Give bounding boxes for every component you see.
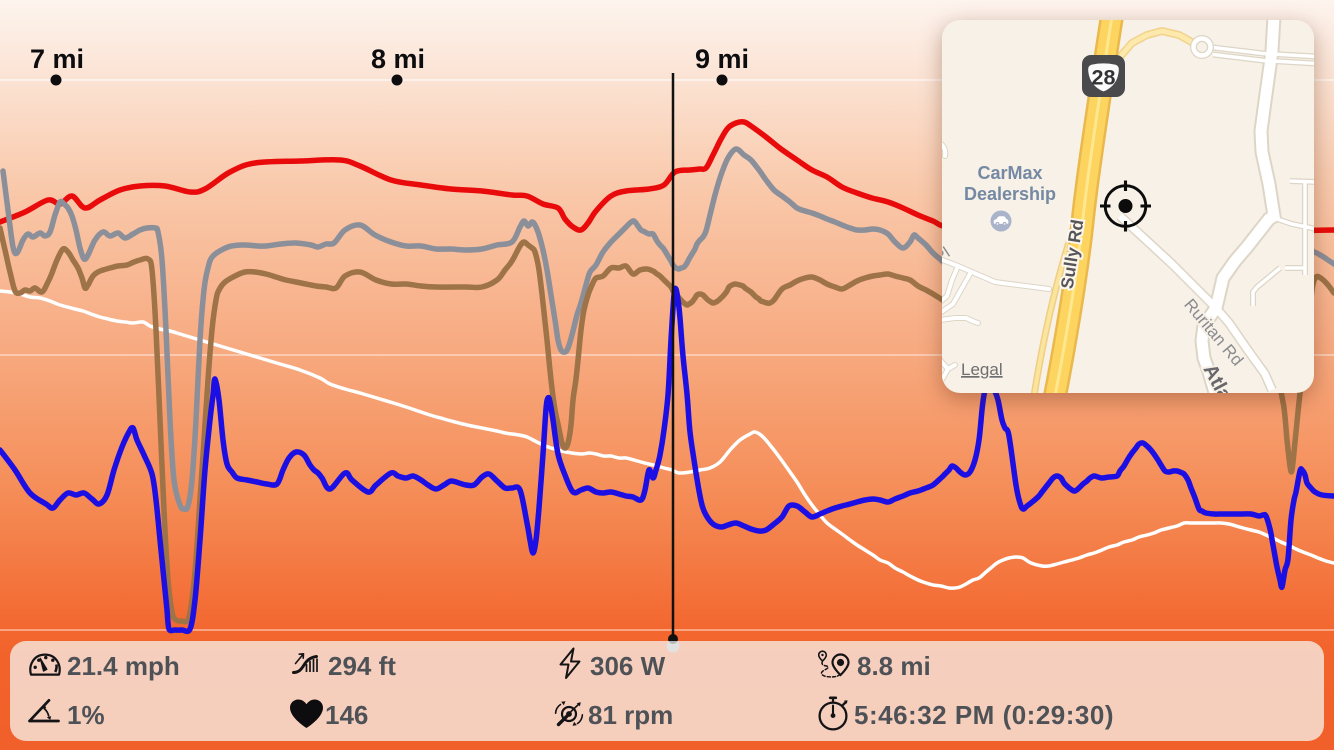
svg-text:CarMax: CarMax: [977, 163, 1042, 183]
svg-text:Pl: Pl: [942, 244, 953, 266]
svg-text:Legal: Legal: [961, 360, 1003, 379]
svg-text:Dealership: Dealership: [964, 184, 1056, 204]
svg-text:28: 28: [1092, 66, 1116, 90]
